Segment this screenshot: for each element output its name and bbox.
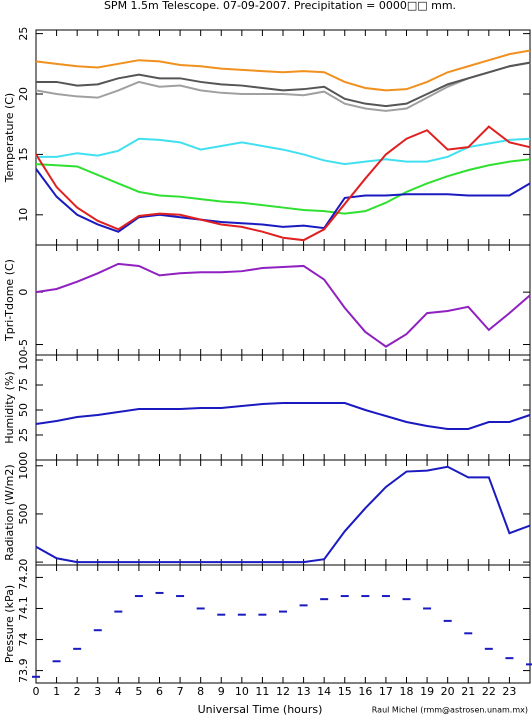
panel-frame [35,354,531,461]
x-tick-label: 23 [502,685,516,698]
x-tick-label: 10 [235,685,249,698]
panel-frame [35,244,531,356]
data-point [484,647,493,650]
data-point [381,595,390,598]
y-tick-label: 15 [17,147,30,161]
y-tick-label: 20 [17,87,30,101]
data-point [361,595,370,598]
y-tick-label: 10 [17,208,30,222]
y-tick-label: 73.9 [17,658,30,683]
data-line [35,465,531,564]
x-tick-label: 9 [218,685,225,698]
y-axis-title: Temperature (C) [3,93,16,183]
data-line [35,125,531,242]
data-point [423,607,432,610]
panel-frame [35,564,531,684]
chart-title: SPM 1.5m Telescope. 07-09-2007. Precipit… [104,0,456,12]
data-point [505,657,514,660]
credit: Raul Michel (rmm@astrosen.unam.mx) [372,706,528,715]
data-point [402,598,411,601]
x-tick-label: 16 [358,685,372,698]
x-tick-label: 19 [420,685,434,698]
data-point [320,598,329,601]
data-point [526,663,532,666]
data-line [36,137,531,166]
x-tick-label: 0 [33,685,40,698]
data-point [217,613,226,616]
data-line [36,61,531,108]
data-point [52,660,61,663]
data-point [176,595,185,598]
y-tick-label: 25 [17,428,30,442]
x-tick-label: 14 [317,685,331,698]
x-tick-label: 4 [115,685,122,698]
y-axis-title: Tpri-Tdome (C) [3,259,16,342]
data-line [35,262,531,348]
x-tick-label: 5 [135,685,142,698]
data-line [35,158,531,215]
data-point [464,632,473,635]
x-tick-label: 17 [379,685,393,698]
y-tick-label: 74 [17,633,30,647]
x-tick-label: 7 [177,685,184,698]
data-point [299,604,308,607]
x-tick-label: 18 [400,685,414,698]
x-tick-label: 2 [74,685,81,698]
data-point [32,675,40,678]
y-axis-title: Pressure (kPa) [3,585,16,663]
data-line [35,49,531,92]
y-tick-label: 75 [17,378,30,392]
y-tick-label: 1000 [17,452,30,480]
y-tick-label: 500 [17,503,30,524]
data-point [93,629,102,632]
y-tick-label: 74.1 [17,596,30,621]
panel-frame [35,29,531,246]
x-tick-label: 8 [197,685,204,698]
data-point [134,595,143,598]
y-axis-title: Humidity (%) [3,371,16,443]
x-tick-label: 13 [297,685,311,698]
x-tick-label: 21 [461,685,475,698]
x-tick-label: 3 [94,685,101,698]
y-tick-label: 0 [17,289,30,296]
y-axis-title: Radiation (W/m2) [3,464,16,560]
data-line [35,61,531,112]
data-point [258,613,267,616]
data-point [443,619,452,622]
panel-frame [35,459,531,566]
x-tick-label: 11 [255,685,269,698]
data-point [237,613,246,616]
x-tick-label: 15 [338,685,352,698]
y-tick-label: -5 [17,339,30,350]
x-tick-label: 20 [441,685,455,698]
x-axis-title: Universal Time (hours) [198,703,323,716]
x-tick-label: 1 [53,685,60,698]
data-line [35,168,531,233]
data-point [114,610,123,613]
y-tick-label: 0 [17,559,30,566]
y-tick-label: 25 [17,27,30,41]
data-point [73,647,82,650]
data-line [35,402,531,430]
data-point [155,591,164,594]
data-point [279,610,287,613]
y-tick-label: 50 [17,403,30,417]
y-tick-label: 100 [17,350,30,371]
data-point [340,595,349,598]
x-tick-label: 12 [276,685,290,698]
x-tick-label: 22 [482,685,496,698]
y-tick-label: 74.2 [17,565,30,590]
data-point [196,607,205,610]
x-tick-label: 6 [156,685,163,698]
